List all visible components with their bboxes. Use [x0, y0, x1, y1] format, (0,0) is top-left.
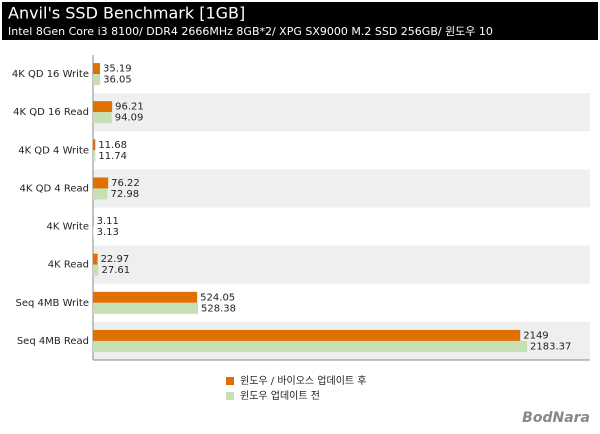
chart-title: Anvil's SSD Benchmark [1GB]: [8, 4, 245, 23]
value-label: 3.13: [97, 227, 119, 238]
bar: [93, 74, 101, 86]
value-label: 72.98: [111, 189, 140, 200]
bar: [93, 329, 521, 341]
bar: [93, 340, 528, 352]
y-tick-label: Seq 4MB Write: [16, 298, 89, 309]
value-label: 76.22: [111, 178, 140, 189]
value-label: 36.05: [103, 75, 132, 86]
value-label: 96.21: [115, 102, 144, 113]
chart-subtitle: Intel 8Gen Core i3 8100/ DDR4 2666MHz 8G…: [8, 24, 493, 38]
watermark: BodNara: [522, 410, 590, 426]
y-tick-label: Seq 4MB Read: [17, 336, 89, 347]
bar: [93, 291, 198, 303]
bar: [93, 188, 108, 200]
y-tick-label: 4K Read: [48, 260, 89, 271]
legend-label: 윈도우 / 바이오스 업데이트 후: [240, 374, 366, 387]
bar: [93, 264, 99, 276]
value-label: 528.38: [201, 303, 236, 314]
bar: [93, 177, 109, 189]
band-stripe: [93, 93, 590, 132]
value-label: 524.05: [200, 292, 235, 303]
y-tick-label: 4K QD 16 Read: [13, 107, 89, 118]
bar: [93, 302, 199, 314]
legend-label: 윈도우 업데이트 전: [240, 389, 320, 402]
value-label: 94.09: [115, 113, 144, 124]
bar: [93, 139, 96, 151]
bar: [93, 226, 94, 238]
bar: [93, 215, 94, 227]
value-label: 11.74: [98, 151, 127, 162]
bar: [93, 112, 112, 124]
legend-swatch: [226, 392, 234, 400]
value-label: 3.11: [97, 216, 119, 227]
plot-area: 4K QD 16 Write 4K QD 16 Read 4K QD 4 Write…: [12, 55, 590, 402]
value-label: 35.19: [103, 64, 132, 75]
value-label: 11.68: [98, 140, 127, 151]
bar: [93, 101, 113, 113]
value-label: 2183.37: [530, 341, 571, 352]
bar: [93, 150, 96, 162]
band-stripe: [93, 169, 590, 208]
legend-swatch: [226, 377, 234, 385]
value-label: 2149: [523, 330, 548, 341]
value-label: 22.97: [101, 254, 130, 265]
bar: [93, 253, 98, 265]
band-stripe: [93, 245, 590, 284]
y-tick-label: 4K QD 16 Write: [12, 69, 89, 80]
bar: [93, 63, 100, 75]
y-tick-label: 4K Write: [47, 222, 90, 233]
y-tick-label: 4K QD 4 Write: [18, 145, 89, 156]
y-tick-label: 4K QD 4 Read: [19, 183, 89, 194]
value-label: 27.61: [101, 265, 130, 276]
header-band: [2, 2, 598, 40]
